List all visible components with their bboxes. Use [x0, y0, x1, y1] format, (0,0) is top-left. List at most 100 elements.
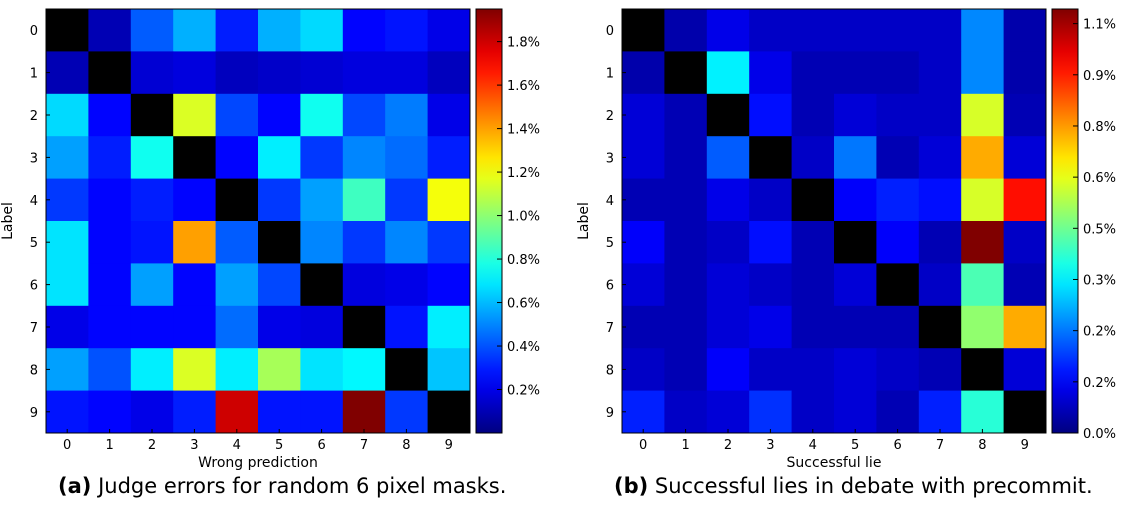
panel-a-cell-5-5: [258, 221, 301, 264]
panel-a-cell-7-7: [342, 305, 386, 349]
panel-b-xtick-label-4: 4: [809, 438, 817, 453]
panel-b-cbar-label-4: 0.5%: [1083, 222, 1116, 237]
panel-a-cell-6-8: [385, 263, 428, 307]
panel-a-cbar-label-1: 0.4%: [507, 340, 540, 355]
panel-b-cell-8-5: [834, 348, 877, 391]
panel-a-cell-9-2: [130, 390, 174, 434]
panel-b-cell-7-6: [876, 305, 920, 349]
panel-b-cell-9-8: [961, 390, 1004, 434]
panel-a-xtick-label-7: 7: [360, 438, 368, 453]
panel-a-cbar-label-7: 1.6%: [507, 79, 540, 94]
panel-b-cbar-label-7: 0.9%: [1083, 69, 1116, 84]
panel-a-ytick-label-7: 7: [30, 321, 38, 336]
panel-b-cell-1-5: [834, 51, 877, 95]
panel-a-xtick-label-8: 8: [402, 438, 410, 453]
panel-a-cell-7-9: [427, 305, 471, 349]
panel-b-cell-1-9: [1003, 51, 1047, 95]
panel-a-cell-7-6: [300, 305, 344, 349]
panel-b-xlabel: Successful lie: [787, 455, 882, 470]
panel-b-cell-8-8: [961, 348, 1004, 391]
panel-b-cell-8-0: [622, 348, 665, 391]
panel-b-cell-3-1: [664, 136, 708, 179]
panel-b-cell-6-4: [791, 263, 835, 307]
panel-a-cell-2-1: [88, 93, 132, 137]
panel-b-cell-0-2: [706, 9, 750, 52]
panel-b-ytick-label-6: 6: [606, 279, 614, 294]
panel-b-cell-2-5: [834, 93, 877, 137]
panel-a-cell-0-1: [88, 9, 132, 52]
panel-a-cell-1-7: [342, 51, 386, 95]
panel-b-cell-1-3: [749, 51, 792, 95]
panel-a-cell-2-4: [215, 93, 259, 137]
panel-a-cbar-label-4: 1.0%: [507, 210, 540, 225]
panel-b-cell-3-3: [749, 136, 792, 179]
panel-b-cbar-label-3: 0.3%: [1083, 273, 1116, 288]
panel-a-cell-0-3: [173, 9, 216, 52]
panel-b-cell-8-1: [664, 348, 708, 391]
panel-a-cell-8-0: [46, 348, 89, 391]
panel-a-cell-8-8: [385, 348, 428, 391]
panel-b-cell-4-6: [876, 178, 920, 222]
panel-a-xtick-label-4: 4: [233, 438, 241, 453]
panel-b-cell-4-4: [791, 178, 835, 222]
caption-b-text: Successful lies in debate with precommit…: [654, 474, 1093, 498]
panel-b-cell-6-5: [834, 263, 877, 307]
panel-b-cbar-label-5: 0.6%: [1083, 171, 1116, 186]
panel-b-cell-9-0: [622, 390, 665, 434]
panel-b-ytick-label-0: 0: [606, 24, 614, 39]
panel-b-xtick-label-1: 1: [681, 438, 689, 453]
panel-a-cell-7-4: [215, 305, 259, 349]
panel-a-cell-7-8: [385, 305, 428, 349]
panel-a-colorbar: [475, 8, 503, 434]
panel-b-cell-7-8: [961, 305, 1004, 349]
panel-b-cell-8-6: [876, 348, 920, 391]
panel-b-cell-7-5: [834, 305, 877, 349]
panel-a-cell-1-6: [300, 51, 344, 95]
panel-a-xtick-label-5: 5: [275, 438, 283, 453]
panel-a-cbar-label-3: 0.8%: [507, 253, 540, 268]
panel-a-cell-6-2: [130, 263, 174, 307]
panel-b-cell-5-3: [749, 221, 792, 264]
panel-a-cell-3-2: [130, 136, 174, 179]
panel-b-ytick-label-4: 4: [606, 194, 614, 209]
panel-a-cbar-label-8: 1.8%: [507, 36, 540, 51]
panel-a-cell-8-6: [300, 348, 344, 391]
panel-a-cell-4-1: [88, 178, 132, 222]
panel-b-xtick-label-3: 3: [766, 438, 774, 453]
panel-a-cell-3-3: [173, 136, 216, 179]
panel-a-cell-2-5: [258, 93, 301, 137]
panel-a-cell-8-1: [88, 348, 132, 391]
figure-canvas: 0 1 2 3 4 5 6 7 8 9 0 1 2 3 4 5 6 7 8 9 Wrong prediction Labe…: [0, 8, 1116, 470]
panel-a-cell-0-8: [385, 9, 428, 52]
panel-a-ytick-label-6: 6: [30, 279, 38, 294]
panel-a-cell-3-1: [88, 136, 132, 179]
panel-b-cbar-label-2: 0.2%: [1083, 325, 1116, 340]
panel-a-cell-9-1: [88, 390, 132, 434]
panel-a-cell-1-1: [88, 51, 132, 95]
panel-b-cell-5-8: [961, 221, 1004, 264]
panel-b-cell-7-1: [664, 305, 708, 349]
panel-b-cell-4-5: [834, 178, 877, 222]
panel-a-cell-1-9: [427, 51, 471, 95]
panel-a-ytick-label-2: 2: [30, 109, 38, 124]
caption-b-tag: (b): [614, 474, 649, 498]
panel-b-xtick-label-0: 0: [639, 438, 647, 453]
panel-b-cell-8-2: [706, 348, 750, 391]
panel-b-cell-9-7: [918, 390, 962, 434]
panel-b-ytick-label-8: 8: [606, 363, 614, 378]
panel-a-cbar-label-2: 0.6%: [507, 297, 540, 312]
heatmap-panel-b: 0 1 2 3 4 5 6 7 8 9 0 1 2 3 4 5 6 7 8 9 Successful lie Label 0…: [576, 8, 1116, 470]
panel-b-cbar-label-1: 0.2%: [1083, 376, 1116, 391]
panel-a-cell-5-2: [130, 221, 174, 264]
panel-a-xtick-label-1: 1: [105, 438, 113, 453]
panel-b-cell-0-0: [622, 9, 665, 52]
panel-b-cell-8-7: [918, 348, 962, 391]
panel-b-ylabel: Label: [576, 202, 592, 240]
panel-b-cell-1-7: [918, 51, 962, 95]
panel-b-cell-0-3: [749, 9, 792, 52]
panel-a-xtick-label-2: 2: [148, 438, 156, 453]
panel-a-cell-9-0: [46, 390, 89, 434]
panel-b-cell-7-4: [791, 305, 835, 349]
panel-b-cell-2-9: [1003, 93, 1047, 137]
panel-a-cell-5-4: [215, 221, 259, 264]
